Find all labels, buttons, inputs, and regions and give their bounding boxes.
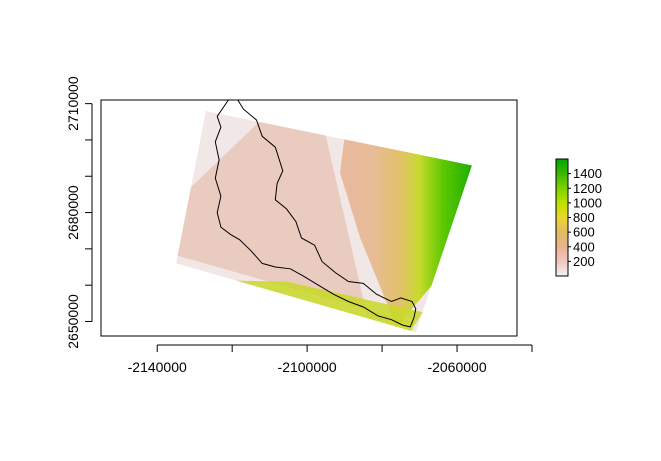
- y-axis: 2650000 2680000 2710000: [65, 76, 93, 349]
- elevation-raster: [176, 110, 472, 333]
- plot-frame: [100, 99, 518, 337]
- colorbar-ramp: [555, 158, 569, 277]
- y-tick-label: 2710000: [65, 76, 81, 131]
- colorbar-tick-label: 600: [573, 225, 595, 240]
- colorbar-tick-label: 1000: [573, 195, 602, 210]
- watershed-boundary: [214, 99, 417, 328]
- colorbar-tick-label: 400: [573, 239, 595, 254]
- colorbar-tick-label: 800: [573, 210, 595, 225]
- x-axis: -2140000 -2100000 -2060000: [128, 344, 533, 375]
- raster-south-ridge-layer: [235, 280, 423, 333]
- x-tick-label: -2140000: [128, 359, 187, 375]
- raster-lowland-layer: [177, 121, 419, 324]
- x-tick-label: -2100000: [278, 359, 337, 375]
- y-tick-label: 2650000: [65, 294, 81, 349]
- x-tick-label: -2060000: [427, 359, 486, 375]
- colorbar-tick-label: 1200: [573, 181, 602, 196]
- y-tick-label: 2680000: [65, 185, 81, 240]
- colorbar-tick-label: 200: [573, 254, 595, 269]
- colorbar-tick-label: 1400: [573, 166, 602, 181]
- raster-highland-layer: [340, 139, 472, 327]
